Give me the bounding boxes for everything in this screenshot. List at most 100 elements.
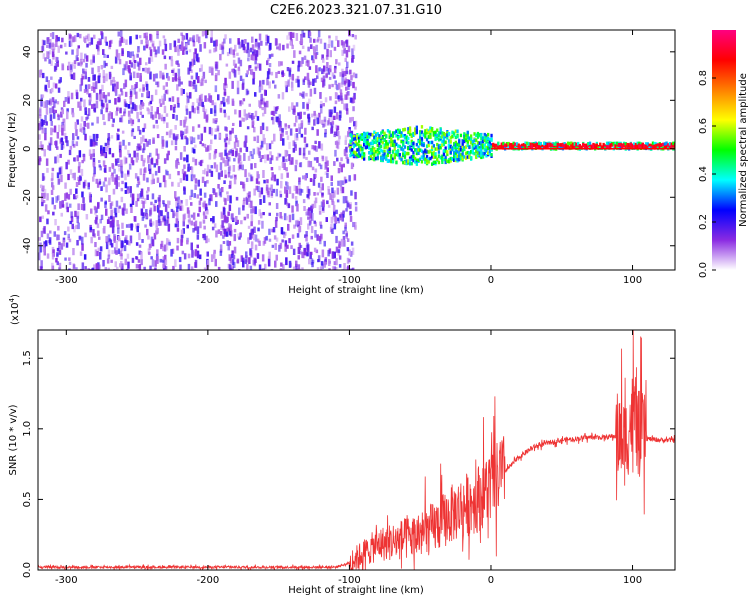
heatmap-cell	[326, 167, 329, 172]
heatmap-cell	[246, 192, 250, 199]
heatmap-cell	[385, 134, 388, 139]
heatmap-cell	[544, 145, 548, 149]
heatmap-cell	[363, 139, 366, 143]
heatmap-cell	[79, 84, 82, 92]
heatmap-cell	[459, 148, 463, 152]
heatmap-cell	[259, 158, 263, 163]
heatmap-cell	[91, 122, 94, 126]
heatmap-cell	[44, 57, 47, 62]
heatmap-cell	[322, 58, 325, 63]
heatmap-cell	[265, 34, 268, 42]
heatmap-cell	[223, 109, 226, 114]
heatmap-cell	[80, 97, 83, 102]
heatmap-cell	[176, 206, 179, 212]
heatmap-cell	[380, 148, 383, 153]
heatmap-cell	[173, 104, 177, 108]
heatmap-cell	[98, 160, 101, 164]
heatmap-cell	[271, 110, 274, 115]
heatmap-cell	[280, 262, 283, 267]
heatmap-cell	[76, 240, 79, 246]
heatmap-cell	[241, 101, 244, 105]
heatmap-cell	[75, 129, 78, 136]
heatmap-cell	[322, 199, 325, 207]
heatmap-cell	[415, 128, 418, 133]
heatmap-cell	[493, 145, 497, 150]
heatmap-cell	[123, 156, 127, 165]
heatmap-cell	[456, 142, 459, 147]
spectrogram-y-tick-label: 40	[22, 45, 33, 58]
heatmap-cell	[190, 242, 193, 251]
heatmap-cell	[415, 158, 418, 163]
heatmap-cell	[344, 140, 347, 145]
heatmap-cell	[327, 68, 331, 75]
heatmap-cell	[100, 31, 103, 36]
heatmap-cell	[92, 173, 96, 177]
heatmap-cell	[229, 224, 233, 231]
heatmap-cell	[236, 80, 240, 88]
heatmap-cell	[468, 151, 471, 155]
heatmap-cell	[415, 162, 418, 166]
heatmap-cell	[97, 41, 100, 46]
heatmap-cell	[512, 145, 515, 150]
heatmap-cell	[349, 216, 353, 222]
heatmap-cell	[251, 113, 254, 121]
heatmap-cell	[178, 78, 181, 87]
heatmap-cell	[234, 151, 238, 158]
heatmap-cell	[78, 150, 82, 158]
heatmap-cell	[56, 146, 59, 150]
heatmap-cell	[164, 266, 168, 270]
heatmap-cell	[160, 117, 164, 122]
spectrogram-y-tick-label: 0	[22, 146, 33, 152]
heatmap-cell	[308, 98, 311, 104]
heatmap-cell	[481, 155, 485, 159]
heatmap-cell	[580, 145, 583, 150]
heatmap-cell	[354, 34, 357, 40]
heatmap-cell	[154, 170, 158, 176]
spectrogram-y-tick-label: -40	[22, 238, 33, 254]
heatmap-cell	[432, 152, 435, 156]
heatmap-cell	[617, 143, 621, 148]
heatmap-cell	[429, 129, 432, 133]
heatmap-cell	[287, 124, 291, 129]
heatmap-cell	[128, 223, 131, 228]
heatmap-cell	[156, 177, 160, 183]
heatmap-cell	[146, 177, 149, 183]
heatmap-cell	[339, 111, 342, 118]
heatmap-cell	[634, 145, 638, 149]
heatmap-cell	[498, 146, 502, 150]
heatmap-cell	[653, 144, 656, 148]
heatmap-cell	[51, 182, 54, 188]
heatmap-cell	[275, 203, 279, 209]
heatmap-cell	[326, 160, 329, 166]
heatmap-cell	[78, 180, 81, 185]
heatmap-cell	[444, 146, 447, 150]
heatmap-cell	[231, 127, 234, 134]
heatmap-cell	[234, 109, 237, 115]
heatmap-cell	[92, 133, 96, 142]
heatmap-cell	[213, 189, 216, 195]
heatmap-cell	[57, 225, 60, 231]
heatmap-cell	[144, 212, 148, 217]
heatmap-cell	[143, 45, 146, 51]
heatmap-cell	[190, 202, 193, 206]
heatmap-cell	[361, 137, 364, 141]
heatmap-cell	[310, 235, 313, 240]
heatmap-cell	[227, 95, 230, 104]
heatmap-cell	[220, 170, 223, 177]
heatmap-cell	[155, 81, 158, 85]
heatmap-cell	[217, 94, 220, 101]
heatmap-cell	[327, 186, 330, 191]
heatmap-cell	[66, 111, 69, 120]
heatmap-cell	[185, 199, 188, 206]
heatmap-cell	[154, 205, 157, 212]
heatmap-cell	[96, 134, 99, 139]
heatmap-cell	[107, 254, 111, 259]
heatmap-cell	[497, 142, 500, 146]
heatmap-cell	[265, 42, 268, 46]
heatmap-cell	[65, 242, 69, 248]
heatmap-cell	[359, 134, 362, 138]
heatmap-cell	[244, 39, 247, 44]
heatmap-cell	[230, 175, 233, 179]
heatmap-cell	[136, 183, 139, 188]
heatmap-cell	[222, 241, 226, 244]
